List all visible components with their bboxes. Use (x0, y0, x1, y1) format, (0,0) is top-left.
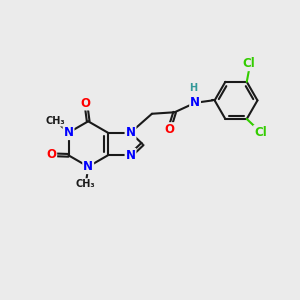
Text: N: N (125, 149, 136, 162)
Text: H: H (190, 83, 198, 93)
Text: O: O (81, 97, 91, 110)
Text: O: O (164, 123, 174, 136)
Text: N: N (64, 126, 74, 139)
Text: CH₃: CH₃ (46, 116, 65, 126)
Text: Cl: Cl (243, 57, 256, 70)
Text: CH₃: CH₃ (76, 179, 96, 189)
Text: N: N (190, 96, 200, 109)
Text: Cl: Cl (254, 126, 267, 139)
Text: N: N (83, 160, 93, 173)
Text: O: O (46, 148, 56, 161)
Text: N: N (125, 126, 136, 139)
